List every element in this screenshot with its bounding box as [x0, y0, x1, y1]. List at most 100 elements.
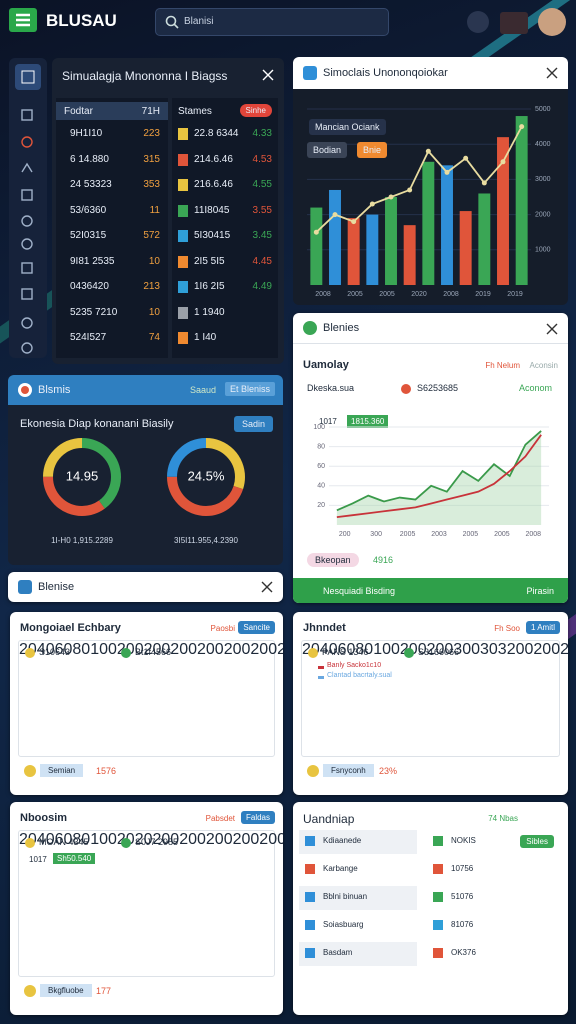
- overview-panel: Simoclais Unononqoiokar 1000 2000 3000 4000…: [293, 57, 568, 305]
- cell: 1 1940: [194, 306, 225, 318]
- row-icon: [178, 230, 188, 242]
- x-tick-label: 200: [506, 641, 534, 658]
- y-tick-label: 80: [355, 641, 374, 658]
- panel-icon: [18, 383, 32, 397]
- stat: MOAN 4345: [39, 837, 89, 847]
- list-item: 81076: [451, 920, 474, 929]
- cell: 6 14.880: [70, 153, 109, 165]
- chart-box: 204060801002020200200200200200MOAN 4345S…: [18, 830, 283, 977]
- cell: 3.55: [252, 204, 272, 216]
- divider: [293, 343, 568, 344]
- close-icon[interactable]: [546, 323, 558, 335]
- close-icon[interactable]: [546, 67, 558, 79]
- cell: 52I0315: [70, 230, 107, 241]
- row-icon: [305, 948, 315, 958]
- cell: 4.33: [252, 128, 272, 139]
- donut-caption: 1I-H0 1,915.2289: [51, 536, 113, 545]
- cell: 524I527: [70, 332, 107, 343]
- sidebar: [9, 58, 47, 358]
- line-marker: [519, 124, 525, 130]
- x-tick-label: 303: [480, 641, 507, 658]
- cell: 214.6.46: [194, 153, 233, 165]
- button[interactable]: Bnie: [357, 142, 388, 158]
- cell: 4.49: [252, 281, 272, 292]
- cell: 5I30415: [194, 230, 231, 241]
- x-tick-label: 200: [143, 641, 171, 658]
- row-icon: [305, 892, 315, 902]
- x-tick-label: 200: [179, 831, 206, 848]
- cell: 74: [148, 332, 160, 343]
- list-item: Basdam: [323, 948, 353, 957]
- x-tick-label: 2005: [400, 531, 416, 538]
- y-tick-label: 80: [72, 641, 91, 658]
- action[interactable]: Et Bleniss: [224, 382, 275, 396]
- line-marker: [313, 229, 319, 235]
- y-tick-label: 100: [90, 831, 117, 848]
- button[interactable]: Sadin: [233, 416, 273, 432]
- y-tick-label: 3000: [535, 176, 551, 183]
- y-tick-label: 80: [317, 443, 325, 450]
- bar: [441, 165, 453, 285]
- x-tick-label: 2005: [494, 531, 510, 538]
- donut-segment: [167, 438, 245, 516]
- subtitle: Uamolay: [303, 359, 349, 371]
- footer-value: 4916: [373, 555, 394, 565]
- x-tick-label: 2005: [379, 291, 395, 298]
- menu-button[interactable]: [9, 8, 37, 32]
- button[interactable]: Sinhe: [239, 104, 272, 117]
- bar: [497, 137, 509, 285]
- y-tick-label: 2000: [535, 211, 551, 218]
- x-tick-label: 200: [152, 831, 180, 848]
- cell: 9I81 2535: [70, 255, 115, 267]
- tag: Paosbi: [210, 624, 235, 633]
- logo: BLUSAU: [46, 11, 117, 30]
- subtitle: Ekonesia Diap konanani Biasily: [20, 418, 174, 430]
- stat-icon: [404, 648, 414, 658]
- y-tick-label: 4000: [535, 141, 551, 148]
- x-tick-label: 200: [339, 531, 351, 538]
- panel-title: Blenies: [323, 322, 360, 334]
- row-icon: [305, 836, 315, 846]
- chart: 20406080100200200300303200200200: [302, 641, 568, 659]
- button[interactable]: Sibles: [520, 835, 554, 848]
- footer-chip: Fsnyconh: [323, 764, 374, 777]
- row-icon: [178, 153, 188, 166]
- x-tick-label: 200: [197, 641, 224, 658]
- panel-icon: [303, 321, 317, 335]
- x-tick-label: 2019: [507, 291, 523, 298]
- header-cell: Fodtar: [64, 106, 93, 117]
- list-item: NOKIS: [451, 836, 476, 845]
- table-header: [56, 102, 168, 120]
- list-item: Kdiaanede: [323, 836, 362, 845]
- y-tick-label: 100: [90, 641, 117, 658]
- y-tick-label: 40: [36, 831, 55, 848]
- action[interactable]: Saaud: [190, 385, 217, 395]
- stat-icon: [25, 838, 35, 848]
- tag: 74 Nbas: [488, 814, 518, 823]
- line-marker: [425, 148, 431, 154]
- stat: S10643: [39, 647, 71, 657]
- footer-chip: Bkeopan: [307, 553, 359, 567]
- cell: 53/6360: [70, 204, 107, 216]
- stat-icon: [308, 648, 318, 658]
- y-tick-label: 20: [317, 502, 325, 509]
- bar: [385, 197, 397, 285]
- top-icons: [467, 8, 566, 36]
- cell: 2I5 5I5: [194, 255, 225, 267]
- donut-segment: [43, 438, 121, 516]
- row-icon: [305, 920, 315, 930]
- close-icon[interactable]: [261, 581, 273, 593]
- row-icon: [433, 892, 443, 902]
- search-box[interactable]: Blanisi: [155, 8, 389, 36]
- line-marker: [351, 219, 357, 225]
- chart-box: 20406080100200200300303200200200PANS 134…: [301, 640, 568, 757]
- button[interactable]: Bodian: [307, 142, 348, 158]
- cell: 9H1I10: [70, 128, 103, 139]
- close-icon[interactable]: [262, 69, 274, 81]
- y-tick-label: 60: [337, 641, 356, 658]
- x-tick-label: 200: [205, 831, 233, 848]
- row-icon: [433, 864, 443, 874]
- y-tick-label: 80: [72, 831, 91, 848]
- cell: 24 53323: [70, 179, 112, 190]
